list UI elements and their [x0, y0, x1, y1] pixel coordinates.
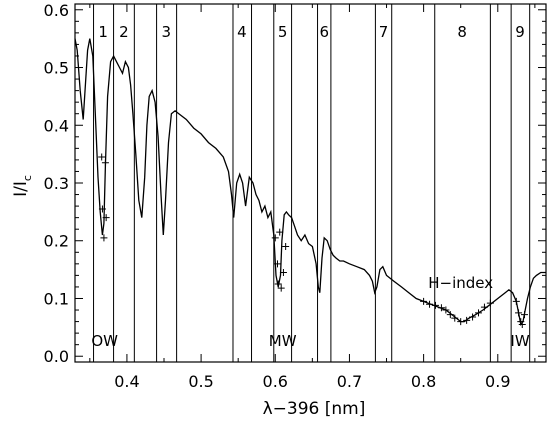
x-axis-title: λ−396 [nm]	[263, 399, 366, 419]
sample-marker-17	[446, 311, 454, 319]
band-label-5: 5	[278, 23, 288, 41]
y-tick-label-5: 0.5	[44, 59, 69, 78]
band-label-6: 6	[319, 23, 329, 41]
sample-marker-3	[102, 214, 110, 222]
y-axis-title: I/Ic	[11, 175, 34, 197]
sample-marker-29	[520, 311, 528, 319]
x-tick-label-3: 0.7	[337, 372, 362, 391]
sample-marker-12	[420, 297, 428, 305]
sample-marker-10	[274, 280, 282, 288]
annotation-3: H−index	[428, 274, 493, 292]
sample-marker-4	[100, 234, 108, 242]
y-axis-title-main: I/I	[11, 181, 31, 197]
sample-marker-13	[426, 300, 434, 308]
plot-frame	[74, 3, 547, 363]
sample-markers	[98, 153, 528, 328]
sample-marker-21	[469, 313, 477, 321]
sample-marker-27	[517, 318, 525, 326]
sample-marker-14	[431, 301, 439, 309]
y-tick-label-0: 0.0	[44, 347, 69, 366]
band-label-1: 1	[98, 23, 108, 41]
sample-marker-26	[515, 309, 523, 317]
x-tick-label-2: 0.6	[263, 372, 288, 391]
band-label-4: 4	[237, 23, 247, 41]
x-tick-label-4: 0.8	[411, 372, 436, 391]
sample-marker-1	[101, 159, 109, 167]
annotation-2: IW	[510, 332, 529, 350]
band-separator-lines	[93, 4, 531, 362]
y-tick-label-1: 0.1	[44, 289, 69, 308]
band-label-9: 9	[515, 23, 525, 41]
x-tick-label-5: 0.9	[485, 372, 510, 391]
sample-marker-23	[480, 303, 488, 311]
sample-marker-19	[457, 318, 465, 326]
band-label-3: 3	[161, 23, 171, 41]
sample-marker-6	[276, 228, 284, 236]
annotation-1: MW	[269, 332, 297, 350]
y-axis-title-group: I/Ic	[11, 175, 34, 197]
sample-marker-22	[475, 309, 483, 317]
sample-marker-24	[486, 299, 494, 307]
y-tick-label-2: 0.2	[44, 232, 69, 251]
band-label-8: 8	[457, 23, 467, 41]
y-axis-title-subscript: c	[21, 175, 34, 181]
y-tick-label-4: 0.4	[44, 116, 69, 135]
sample-marker-8	[273, 260, 281, 268]
sample-marker-7	[282, 243, 290, 251]
x-tick-label-0: 0.4	[114, 372, 139, 391]
sample-marker-2	[98, 205, 106, 213]
sample-marker-16	[442, 306, 450, 314]
band-label-7: 7	[379, 23, 389, 41]
sample-marker-5	[271, 234, 279, 242]
band-label-2: 2	[119, 23, 129, 41]
axis-ticks: 0.4 0.5 0.6 0.7 0.8 0.9 0.0 0.1 0.2 0.3 0.4 0.5 0.6	[44, 1, 546, 391]
y-tick-label-6: 0.6	[44, 1, 69, 20]
sample-marker-0	[98, 153, 106, 161]
annotation-0: OW	[91, 332, 118, 350]
x-tick-label-1: 0.5	[188, 372, 213, 391]
sample-marker-11	[277, 284, 285, 292]
sample-marker-25	[512, 297, 520, 305]
sample-marker-15	[437, 304, 445, 312]
sample-marker-18	[451, 314, 459, 322]
y-tick-label-3: 0.3	[44, 174, 69, 193]
sample-marker-20	[463, 316, 471, 324]
sample-marker-9	[279, 269, 287, 276]
window-annotations: OW MW IW H−index	[91, 274, 529, 350]
sample-marker-28	[518, 320, 526, 328]
